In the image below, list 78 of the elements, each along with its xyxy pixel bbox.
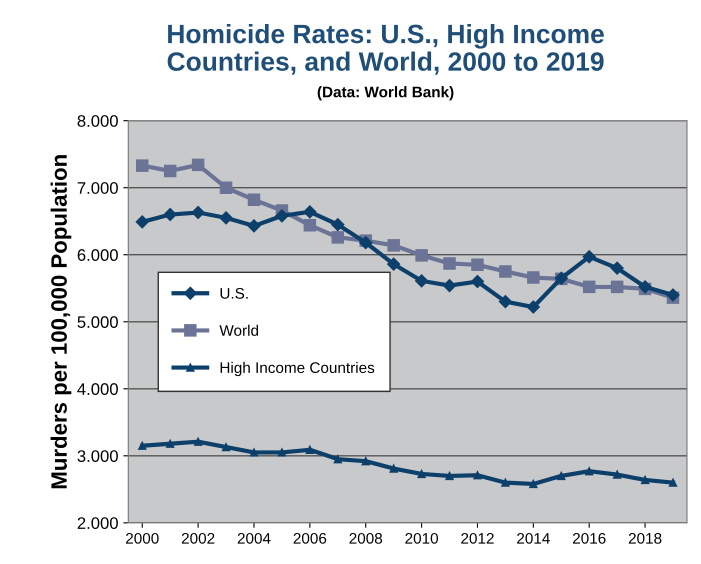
point: [387, 258, 400, 271]
point: [359, 236, 372, 250]
x-tick-label: 2008: [350, 532, 382, 544]
legend-label: High Income Countries: [220, 362, 374, 376]
x-tick-label: 2002: [182, 532, 214, 544]
point: [247, 219, 261, 233]
point: [250, 448, 258, 457]
y-tick-label: 6.000: [78, 249, 118, 261]
y-tick-label: 3.000: [77, 450, 118, 462]
point: [638, 280, 652, 294]
y-axis-title: Murders per 100,000 Population: [50, 155, 72, 488]
point: [275, 209, 289, 222]
point: [222, 442, 230, 452]
x-tick-label: 2006: [294, 532, 326, 544]
point: [445, 472, 454, 480]
point: [529, 480, 538, 488]
point: [610, 280, 624, 294]
point: [582, 250, 596, 264]
y-tick-label: 8.000: [78, 115, 118, 127]
point: [499, 265, 512, 278]
point: [166, 440, 174, 448]
point: [473, 471, 482, 480]
point: [219, 211, 233, 224]
point: [138, 442, 146, 450]
point: [164, 164, 176, 178]
point: [136, 159, 148, 172]
x-tick-label: 2012: [461, 532, 494, 544]
chart-title: Homicide Rates: U.S., High Income Countries, and World, 2000 to 2019: [168, 24, 604, 75]
y-tick-label: 4.000: [77, 383, 118, 395]
point: [331, 218, 344, 232]
point: [220, 181, 232, 194]
point: [334, 454, 342, 464]
point: [192, 158, 204, 172]
point: [527, 271, 540, 284]
line-series: [138, 438, 678, 488]
x-tick-label: 2016: [572, 532, 606, 544]
point: [582, 280, 596, 294]
point: [303, 205, 316, 218]
legend-label: U.S.: [220, 288, 248, 299]
point: [278, 448, 286, 457]
point: [332, 231, 344, 244]
point: [668, 478, 678, 487]
point: [640, 476, 650, 484]
x-tick-label: 2018: [628, 532, 662, 544]
y-tick-label: 5.000: [78, 316, 118, 328]
point: [415, 274, 428, 288]
point: [585, 467, 594, 476]
point: [415, 249, 428, 262]
point: [164, 208, 177, 222]
point: [443, 257, 456, 270]
point: [470, 274, 484, 288]
point: [389, 464, 398, 473]
point: [304, 219, 316, 232]
point: [610, 262, 624, 275]
point: [387, 239, 400, 252]
x-tick-label: 2010: [405, 532, 438, 544]
y-tick-label: 2.000: [78, 517, 118, 530]
point: [557, 472, 566, 480]
x-tick-label: 2000: [126, 532, 159, 544]
point: [526, 300, 540, 314]
point: [471, 258, 484, 272]
point: [442, 278, 456, 292]
point: [194, 438, 202, 446]
point: [498, 295, 512, 308]
point: [501, 478, 510, 487]
point: [612, 470, 622, 479]
x-tick-label: 2014: [517, 532, 550, 544]
point: [417, 470, 426, 478]
legend-label: World: [219, 324, 258, 336]
point: [306, 446, 314, 454]
point: [136, 215, 149, 228]
point: [362, 457, 370, 466]
chart-subtitle: (Data: World Bank): [318, 86, 454, 100]
y-tick-label: 7.000: [78, 182, 118, 194]
point: [192, 206, 205, 220]
point: [248, 194, 260, 206]
point: [666, 288, 680, 302]
x-tick-label: 2004: [238, 532, 271, 544]
